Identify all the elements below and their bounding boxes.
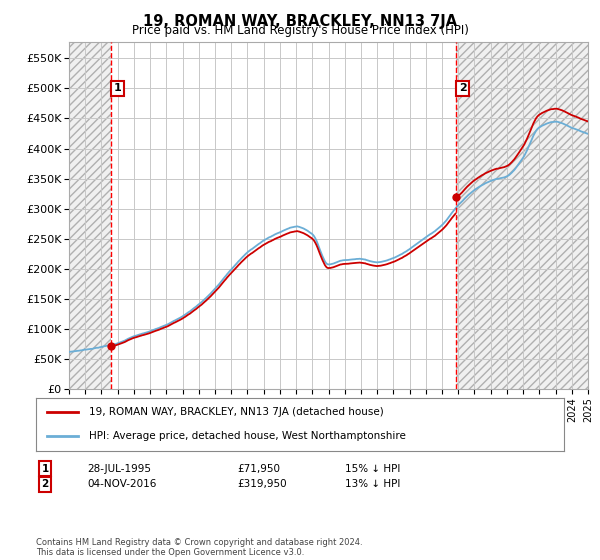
Text: HPI: Average price, detached house, West Northamptonshire: HPI: Average price, detached house, West… [89, 431, 406, 441]
Text: 04-NOV-2016: 04-NOV-2016 [87, 479, 157, 489]
Text: 28-JUL-1995: 28-JUL-1995 [87, 464, 151, 474]
Bar [455, 42, 588, 389]
Text: 15% ↓ HPI: 15% ↓ HPI [345, 464, 400, 474]
Text: 19, ROMAN WAY, BRACKLEY, NN13 7JA (detached house): 19, ROMAN WAY, BRACKLEY, NN13 7JA (detac… [89, 408, 383, 418]
Text: 1: 1 [41, 464, 49, 474]
Text: Price paid vs. HM Land Registry's House Price Index (HPI): Price paid vs. HM Land Registry's House … [131, 24, 469, 36]
Text: 2: 2 [459, 83, 467, 94]
Text: 13% ↓ HPI: 13% ↓ HPI [345, 479, 400, 489]
Text: £71,950: £71,950 [237, 464, 280, 474]
Text: £319,950: £319,950 [237, 479, 287, 489]
Text: 1: 1 [114, 83, 122, 94]
Text: 2: 2 [41, 479, 49, 489]
Text: 19, ROMAN WAY, BRACKLEY, NN13 7JA: 19, ROMAN WAY, BRACKLEY, NN13 7JA [143, 14, 457, 29]
Text: Contains HM Land Registry data © Crown copyright and database right 2024.
This d: Contains HM Land Registry data © Crown c… [36, 538, 362, 557]
Bar [69, 42, 110, 389]
